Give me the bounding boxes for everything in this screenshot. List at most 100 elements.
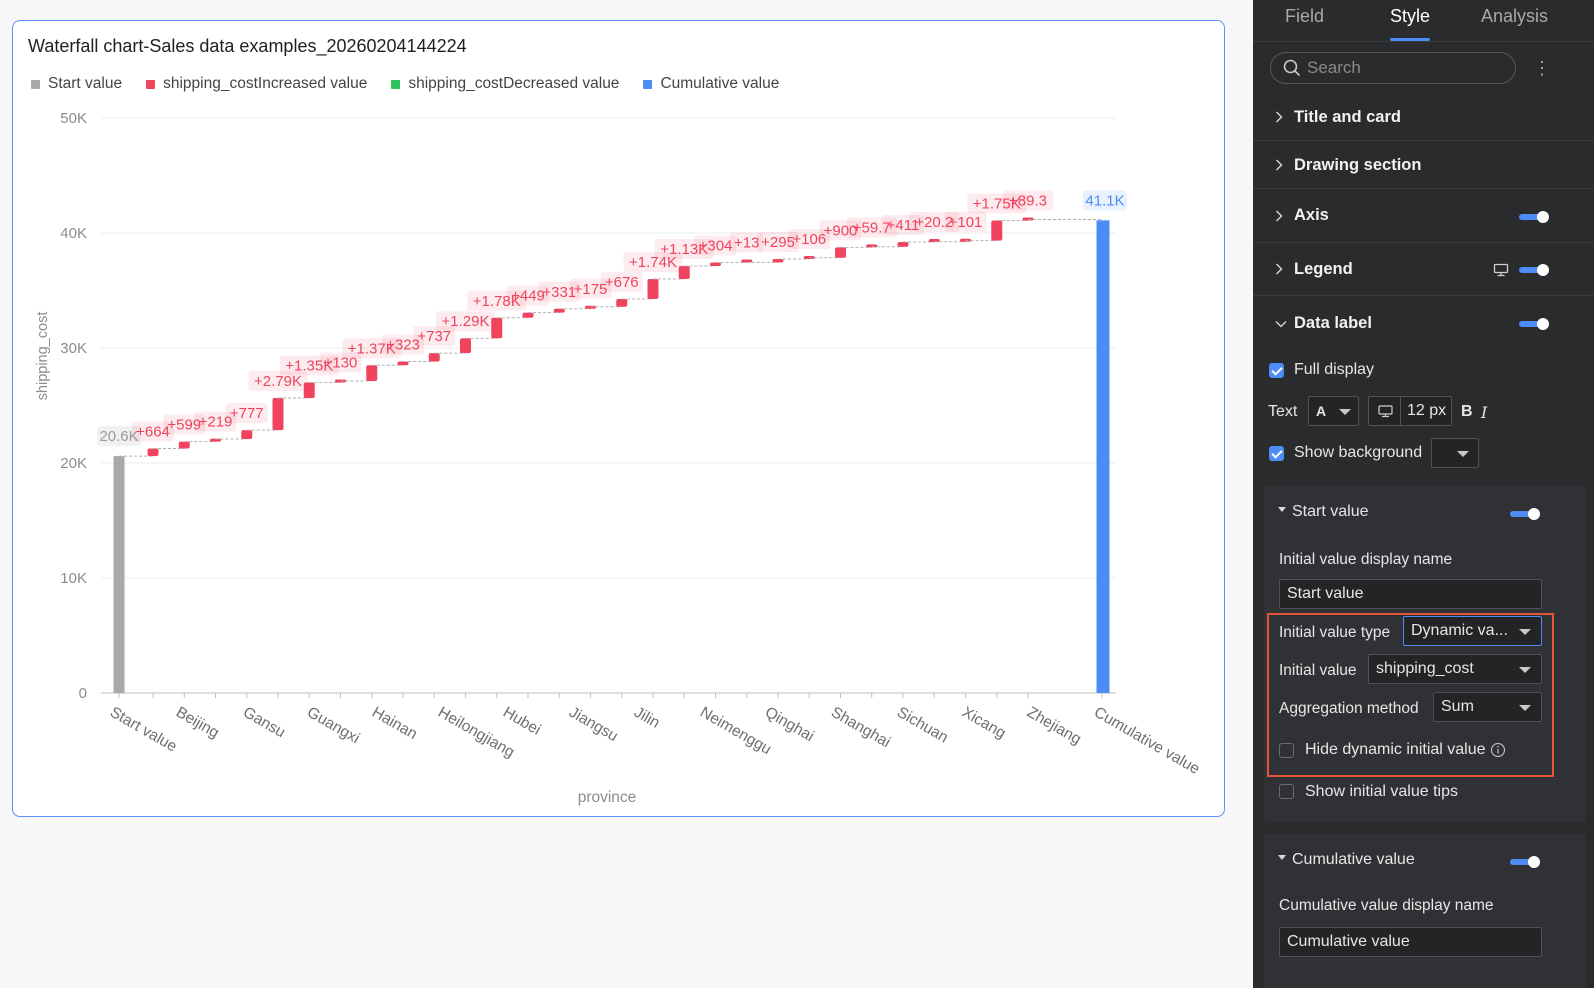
data-label-background	[882, 214, 924, 235]
caret-down-icon[interactable]	[1278, 507, 1286, 513]
data-label: +449	[511, 288, 545, 305]
data-label-toggle[interactable]	[1519, 317, 1549, 330]
chevron-right-icon	[1275, 141, 1287, 188]
text-label: Text	[1268, 403, 1298, 420]
legend-item-cumulative[interactable]: Cumulative value	[643, 75, 779, 93]
increment-bar	[397, 361, 409, 366]
section-title-and-card[interactable]: Title and card	[1253, 94, 1594, 141]
font-glyph: A	[1316, 403, 1327, 419]
show-initial-tips-checkbox[interactable]	[1279, 784, 1294, 799]
section-title-label: Legend	[1294, 260, 1353, 278]
data-label: +89.3	[1009, 192, 1047, 209]
initial-value-select[interactable]: shipping_cost	[1368, 654, 1542, 684]
aggregation-method-select[interactable]: Sum	[1433, 692, 1542, 722]
data-label-background	[279, 355, 339, 376]
legend-toggle[interactable]	[1519, 263, 1549, 276]
start-value-title: Start value	[1292, 503, 1369, 520]
style-panel: Field Style Analysis ⋮ Title and card Dr…	[1253, 0, 1594, 988]
initial-value-type-value: Dynamic va...	[1411, 622, 1508, 639]
chevron-down-icon	[1519, 705, 1531, 711]
increment-bar	[241, 430, 253, 440]
data-label: +304	[699, 238, 733, 255]
show-background-label: Show background	[1294, 444, 1423, 461]
tab-style[interactable]: Style	[1390, 6, 1431, 26]
data-label: +676	[605, 274, 639, 291]
data-label: +101	[949, 214, 983, 231]
info-icon[interactable]	[1490, 742, 1506, 758]
caret-down-icon[interactable]	[1278, 855, 1286, 861]
chart-card[interactable]: 0 10K 20K 30K 40K 50K shipping_cost province 20.…	[12, 20, 1225, 817]
data-label: +664	[136, 423, 170, 440]
tab-analysis[interactable]: Analysis	[1481, 6, 1549, 26]
x-tick-label: Qinghai	[762, 704, 817, 745]
data-label-background	[757, 231, 799, 252]
chevron-down-icon	[1519, 629, 1531, 635]
section-title-label: Data label	[1294, 314, 1372, 332]
chevron-down-icon	[1457, 451, 1469, 457]
waterfall-chart: 0 10K 20K 30K 40K 50K shipping_cost province 20.…	[35, 110, 1202, 806]
hide-dynamic-initial-checkbox[interactable]	[1279, 743, 1294, 758]
data-label: 41.1K	[1085, 192, 1124, 209]
data-label-background	[967, 193, 1027, 214]
data-label-background	[413, 326, 456, 347]
cumulative-display-name-input[interactable]: Cumulative value	[1279, 927, 1542, 957]
legend-item-decreased[interactable]: shipping_costDecreased value	[391, 75, 619, 93]
font-color-select[interactable]: A	[1308, 396, 1359, 426]
start-value-card: Start value Initial value display name S…	[1264, 486, 1586, 822]
data-label: +737	[417, 328, 451, 345]
search-icon	[1283, 59, 1301, 77]
search-input[interactable]	[1307, 58, 1497, 78]
legend-swatch-cumulative	[643, 79, 653, 89]
show-background-checkbox[interactable]	[1269, 446, 1284, 461]
font-size-value: 12 px	[1407, 402, 1447, 419]
axis-toggle[interactable]	[1519, 210, 1549, 223]
x-tick-label: Xicang	[959, 704, 1009, 742]
italic-button[interactable]: I	[1481, 403, 1488, 422]
increment-bar	[585, 305, 596, 309]
legend-item-start[interactable]: Start value	[31, 75, 122, 93]
data-label: +1.29K	[442, 313, 490, 330]
legend-item-increased[interactable]: shipping_costIncreased value	[146, 75, 367, 93]
font-size-select[interactable]: 12 px	[1368, 396, 1452, 426]
data-label: +323	[386, 337, 420, 354]
data-label-background	[194, 411, 237, 432]
desktop-icon	[1378, 405, 1393, 418]
increment-bar	[460, 338, 471, 354]
desktop-icon[interactable]	[1493, 263, 1509, 277]
chevron-down-icon[interactable]	[1275, 296, 1287, 352]
show-initial-tips-label: Show initial value tips	[1305, 783, 1458, 800]
increment-bar	[741, 259, 753, 263]
legend-label-decreased: shipping_costDecreased value	[408, 75, 620, 92]
x-tick-label: Sichuan	[894, 704, 951, 747]
initial-value-type-select[interactable]: Dynamic va...	[1403, 616, 1542, 646]
data-label-background	[319, 352, 362, 373]
data-label-background	[1002, 190, 1054, 211]
bold-button[interactable]: B	[1461, 403, 1473, 420]
y-axis-title: shipping_cost	[35, 312, 51, 401]
x-tick-label: Jiangsu	[566, 704, 621, 745]
hide-dynamic-initial-label: Hide dynamic initial value	[1305, 741, 1486, 758]
legend-label-start: Start value	[48, 75, 123, 92]
initial-display-name-label: Initial value display name	[1279, 551, 1453, 568]
chevron-down-icon	[1519, 667, 1531, 673]
section-drawing[interactable]: Drawing section	[1253, 141, 1594, 189]
section-axis[interactable]: Axis	[1253, 189, 1594, 243]
x-tick-label: Gansu	[240, 704, 288, 742]
data-label: +1.75K	[973, 195, 1021, 212]
full-display-checkbox[interactable]	[1269, 363, 1284, 378]
background-color-select[interactable]	[1431, 438, 1479, 468]
data-label: +175	[574, 281, 608, 298]
increment-bar	[553, 308, 565, 313]
cumulative-value-toggle[interactable]	[1510, 855, 1540, 868]
data-label-background	[846, 217, 897, 238]
chevron-right-icon	[1275, 243, 1287, 295]
data-label-background	[1083, 190, 1127, 211]
more-options-icon[interactable]: ⋮	[1533, 58, 1551, 78]
start-value-toggle[interactable]	[1510, 507, 1540, 520]
initial-display-name-input[interactable]: Start value	[1279, 579, 1542, 609]
start-value-bar	[113, 456, 125, 693]
section-legend[interactable]: Legend	[1253, 243, 1594, 296]
tab-field[interactable]: Field	[1285, 6, 1325, 26]
data-label-background	[788, 228, 831, 249]
search-box[interactable]	[1270, 52, 1516, 84]
